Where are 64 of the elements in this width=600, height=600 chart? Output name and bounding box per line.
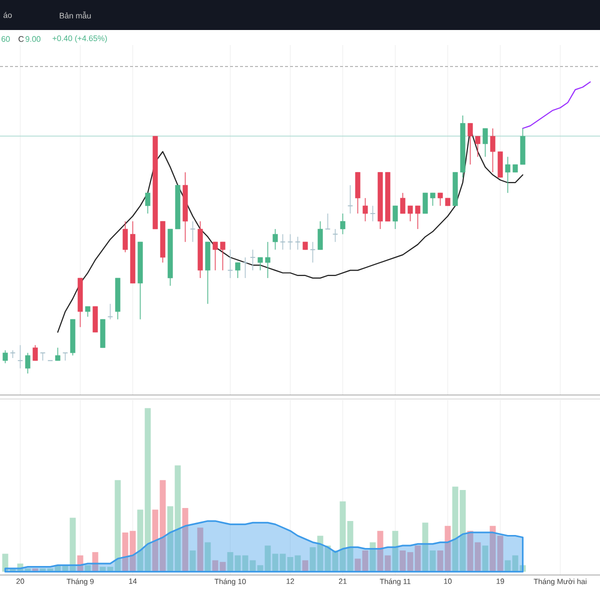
text: 9.00 [26,36,40,42]
candlestick [310,242,316,263]
candlestick [400,192,406,214]
candlestick [362,198,368,222]
candlestick [242,257,248,278]
candlestick [2,350,8,364]
candlestick [490,128,496,173]
candlestick [272,228,278,250]
bar [302,560,308,572]
bar [92,552,98,572]
candlestick [370,205,376,222]
candlestick [340,213,346,235]
bar [84,565,91,572]
bar [77,555,84,572]
bar [32,568,38,572]
candlestick [85,306,90,318]
candlestick [438,192,443,206]
bar [2,554,8,572]
candlestick [250,249,256,271]
candlestick [482,128,488,158]
candlestick [347,184,354,214]
candlestick [122,220,128,253]
candlestick [258,257,263,271]
candlestick [468,122,473,165]
candlestick [287,234,294,250]
candlestick [505,156,510,194]
candlestick [107,303,114,320]
candlestick [475,136,480,158]
candlestick [408,205,413,222]
candlestick [55,347,60,362]
text: áo [4,12,12,18]
candlestick [415,205,420,230]
candlestick [190,220,196,242]
bar [370,542,376,572]
candlestick [280,234,286,250]
bar [190,550,196,572]
bar [182,508,188,572]
candlestick [145,192,150,214]
candlestick [392,205,398,230]
candlestick [212,242,218,271]
candlestick [265,242,270,278]
bar [40,568,46,572]
candlestick [220,242,226,271]
text: +0.40 (+4.65%) [52,35,107,43]
bar [204,542,211,572]
candlestick [324,213,331,230]
bar [392,530,398,572]
candlestick [422,192,428,214]
text: 60 [2,36,10,42]
bar [137,510,144,572]
candlestick [430,192,436,206]
text: C [18,36,24,42]
bar [482,546,488,572]
candlestick [227,249,234,278]
candlestick [294,236,301,250]
candlestick [17,344,24,369]
candlestick [235,262,240,278]
candlestick [332,228,338,242]
candlestick [25,352,30,374]
candlestick [318,220,323,250]
candlestick [32,344,38,362]
bar [197,528,204,572]
text: Bản mẫu [60,11,91,18]
bar [144,408,151,572]
